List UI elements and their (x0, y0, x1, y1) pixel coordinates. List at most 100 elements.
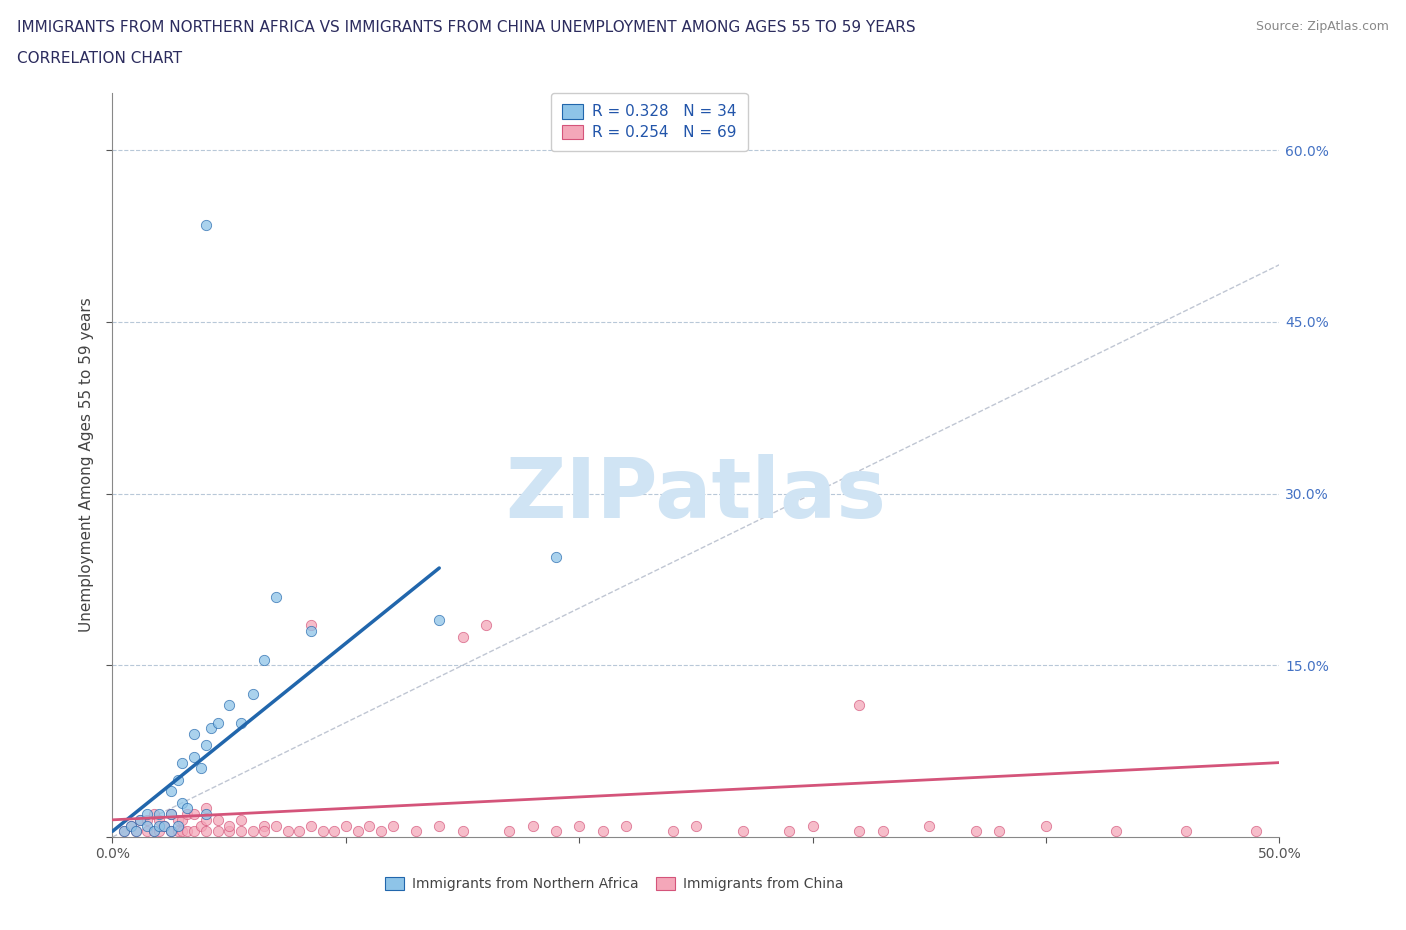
Point (253, 818, 276, 833)
Point (129, 813, 152, 828)
Point (194, 824, 217, 839)
Point (299, 623, 322, 638)
Point (253, 824, 276, 839)
Legend: Immigrants from Northern Africa, Immigrants from China: Immigrants from Northern Africa, Immigra… (380, 871, 849, 897)
Point (568, 818, 591, 833)
Point (229, 715, 252, 730)
Point (965, 824, 987, 839)
Point (183, 824, 205, 839)
Point (160, 806, 183, 821)
Point (405, 824, 427, 839)
Point (125, 824, 148, 839)
Point (451, 824, 474, 839)
Point (153, 818, 176, 833)
Point (120, 818, 142, 833)
Point (299, 618, 322, 632)
Point (176, 801, 198, 816)
Point (498, 824, 520, 839)
Point (148, 806, 170, 821)
Point (218, 698, 240, 712)
Point (218, 818, 240, 833)
Point (264, 590, 287, 604)
Text: CORRELATION CHART: CORRELATION CHART (17, 51, 181, 66)
Point (143, 824, 166, 839)
Point (112, 824, 135, 839)
Point (253, 652, 276, 667)
Point (172, 755, 194, 770)
Point (129, 813, 152, 828)
Point (229, 824, 252, 839)
Point (136, 824, 159, 839)
Point (522, 818, 544, 833)
Point (166, 818, 188, 833)
Point (685, 818, 707, 833)
Y-axis label: Unemployment Among Ages 55 to 59 years: Unemployment Among Ages 55 to 59 years (79, 298, 94, 632)
Point (172, 824, 194, 839)
Point (346, 824, 368, 839)
Point (1244, 824, 1267, 839)
Point (166, 772, 188, 787)
Point (148, 818, 170, 833)
Point (120, 818, 142, 833)
Point (544, 549, 567, 564)
Point (988, 824, 1011, 839)
Point (872, 824, 894, 839)
Point (148, 813, 170, 828)
Point (1175, 824, 1198, 839)
Point (183, 726, 205, 741)
Point (183, 806, 205, 821)
Point (264, 818, 287, 833)
Point (335, 818, 357, 833)
Point (207, 813, 229, 828)
Point (451, 630, 474, 644)
Point (848, 698, 870, 712)
Point (288, 824, 311, 839)
Point (381, 818, 404, 833)
Point (143, 806, 166, 821)
Point (194, 218, 217, 232)
Point (153, 818, 176, 833)
Point (731, 824, 754, 839)
Text: IMMIGRANTS FROM NORTHERN AFRICA VS IMMIGRANTS FROM CHINA UNEMPLOYMENT AMONG AGES: IMMIGRANTS FROM NORTHERN AFRICA VS IMMIG… (17, 20, 915, 35)
Point (918, 818, 941, 833)
Text: Source: ZipAtlas.com: Source: ZipAtlas.com (1256, 20, 1389, 33)
Point (160, 824, 183, 839)
Point (207, 824, 229, 839)
Point (166, 824, 188, 839)
Point (359, 818, 381, 833)
Text: ZIPatlas: ZIPatlas (506, 454, 886, 536)
Point (427, 818, 450, 833)
Point (614, 818, 637, 833)
Point (242, 686, 264, 701)
Point (427, 612, 450, 627)
Point (176, 806, 198, 821)
Point (218, 824, 240, 839)
Point (172, 795, 194, 810)
Point (190, 818, 212, 833)
Point (207, 715, 229, 730)
Point (160, 824, 183, 839)
Point (194, 738, 217, 753)
Point (242, 824, 264, 839)
Point (112, 824, 135, 839)
Point (1035, 818, 1057, 833)
Point (172, 813, 194, 828)
Point (166, 813, 188, 828)
Point (544, 824, 567, 839)
Point (183, 750, 205, 764)
Point (160, 784, 183, 799)
Point (475, 618, 498, 632)
Point (370, 824, 392, 839)
Point (194, 813, 217, 828)
Point (311, 824, 333, 839)
Point (323, 824, 346, 839)
Point (136, 813, 159, 828)
Point (592, 824, 614, 839)
Point (276, 824, 298, 839)
Point (148, 824, 170, 839)
Point (801, 818, 824, 833)
Point (778, 824, 800, 839)
Point (125, 824, 148, 839)
Point (190, 761, 212, 776)
Point (143, 824, 166, 839)
